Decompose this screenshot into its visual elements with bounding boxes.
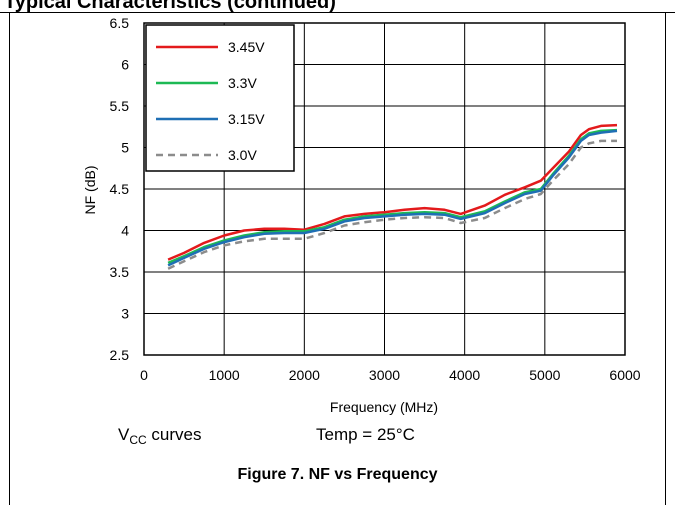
y-tick-label: 4 xyxy=(121,223,129,239)
plot-frame xyxy=(143,22,626,356)
section-title: Typical Characteristics (continued) xyxy=(4,0,336,13)
vcc-label-main: V xyxy=(118,425,130,444)
series-line xyxy=(167,139,617,270)
y-tick-label: 5.5 xyxy=(110,98,130,114)
x-tick-label: 1000 xyxy=(209,367,240,383)
y-tick-label: 4.5 xyxy=(110,181,130,197)
legend-label: 3.3V xyxy=(228,75,257,91)
legend-item: 3.3V xyxy=(156,75,257,91)
y-tick-label: 6 xyxy=(121,57,129,73)
legend-label: 3.45V xyxy=(228,39,265,55)
x-tick-label: 2000 xyxy=(289,367,320,383)
y-axis-label: NF (dB) xyxy=(82,166,98,215)
legend-item: 3.0V xyxy=(156,147,257,163)
chart-legend: 3.45V 3.3V 3.15V 3.0V xyxy=(145,24,295,172)
figure-panel xyxy=(9,13,666,505)
legend-item: 3.15V xyxy=(156,111,265,127)
legend-item: 3.45V xyxy=(156,39,265,55)
legend-label: 3.0V xyxy=(228,147,257,163)
nf-vs-frequency-chart: 0 1000 2000 3000 4000 5000 6000 2.5 3 3.5 4 4.5 5 5.5… xyxy=(82,15,641,415)
y-tick-label: 6.5 xyxy=(110,15,130,31)
y-tick-label: 3 xyxy=(121,306,129,322)
chart-series xyxy=(167,123,618,270)
vcc-label-rest: curves xyxy=(146,425,202,444)
vcc-curves-label: VCC curves xyxy=(118,425,202,447)
x-tick-label: 0 xyxy=(140,367,148,383)
figure-caption: Figure 7. NF vs Frequency xyxy=(237,466,438,483)
tick-labels: 0 1000 2000 3000 4000 5000 6000 2.5 3 3.5 4 4.5 5 5.5… xyxy=(110,15,641,383)
temperature-label: Temp = 25°C xyxy=(316,425,415,444)
x-tick-label: 5000 xyxy=(529,367,560,383)
y-tick-label: 5 xyxy=(121,140,129,156)
series-line xyxy=(167,123,618,261)
vcc-label-subscript: CC xyxy=(129,433,147,447)
legend-label: 3.15V xyxy=(228,111,265,127)
y-tick-label: 2.5 xyxy=(110,347,130,363)
x-tick-label: 6000 xyxy=(609,367,640,383)
x-axis-label: Frequency (MHz) xyxy=(330,399,438,415)
series-line xyxy=(167,129,618,267)
plot-area-border xyxy=(143,22,626,356)
x-tick-label: 4000 xyxy=(449,367,480,383)
x-tick-label: 3000 xyxy=(369,367,400,383)
y-tick-label: 3.5 xyxy=(110,264,130,280)
section-divider xyxy=(0,12,675,13)
legend-box xyxy=(145,24,295,172)
